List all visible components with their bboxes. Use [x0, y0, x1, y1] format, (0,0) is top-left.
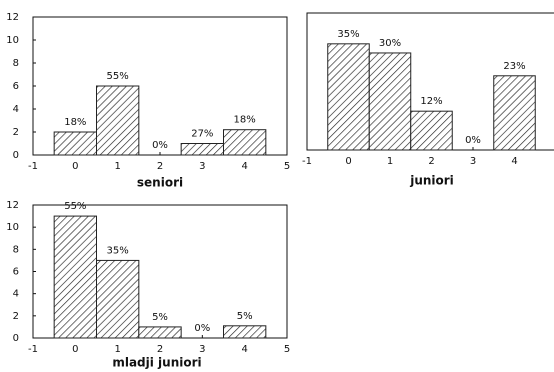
x-tick-label: -1	[302, 156, 312, 167]
x-tick-label: 2	[428, 156, 434, 167]
y-tick-label: 0	[13, 150, 19, 161]
x-tick-label: 5	[284, 161, 290, 172]
y-tick-label: 2	[13, 311, 19, 322]
bar	[223, 325, 267, 339]
y-tick-label: 10	[6, 222, 19, 233]
bar	[180, 143, 225, 156]
bar	[96, 259, 140, 339]
bar-label: 18%	[234, 115, 256, 126]
bar-label: 12%	[420, 96, 442, 107]
bar-label: 35%	[107, 245, 129, 256]
bar-label: 0%	[465, 135, 481, 146]
x-tick-label: -1	[28, 344, 38, 355]
bar-label: 27%	[191, 129, 213, 140]
y-tick-label: 12	[6, 200, 19, 211]
x-tick-label: 0	[72, 161, 78, 172]
bar-label: 30%	[379, 38, 401, 49]
y-tick-label: 0	[13, 333, 19, 344]
x-tick-label: 4	[241, 161, 247, 172]
y-tick-label: 8	[13, 58, 19, 69]
y-tick-label: 12	[6, 12, 19, 23]
x-tick-label: 4	[511, 156, 517, 167]
bar	[96, 85, 140, 156]
y-tick-label: 2	[13, 127, 19, 138]
bar-label: 55%	[107, 71, 129, 82]
bar	[53, 131, 97, 156]
bar-label: 18%	[64, 117, 86, 128]
bar	[410, 110, 453, 151]
bar-label: 55%	[64, 201, 86, 212]
bar-label: 35%	[337, 29, 359, 40]
bar-label: 5%	[237, 311, 253, 322]
bar	[53, 215, 97, 339]
bar-label: 0%	[194, 323, 210, 334]
x-tick-label: 0	[72, 344, 78, 355]
bar	[223, 129, 267, 156]
bar	[493, 75, 536, 151]
y-tick-label: 10	[6, 35, 19, 46]
x-axis-label: seniori	[137, 176, 183, 190]
y-tick-label: 4	[13, 289, 19, 300]
bar	[138, 326, 182, 339]
y-tick-label: 6	[13, 267, 19, 278]
x-tick-label: 5	[284, 344, 290, 355]
y-tick-label: 4	[13, 104, 19, 115]
x-tick-label: 2	[157, 161, 163, 172]
x-tick-label: 1	[114, 161, 120, 172]
bar-label: 23%	[503, 61, 525, 72]
y-tick-label: 8	[13, 244, 19, 255]
x-tick-label: 3	[199, 161, 205, 172]
x-tick-label: 3	[199, 344, 205, 355]
bar	[327, 43, 370, 151]
x-axis-label: mladji juniori	[112, 356, 201, 370]
x-tick-label: 4	[241, 344, 247, 355]
x-tick-label: 1	[387, 156, 393, 167]
bar-label: 5%	[152, 312, 168, 323]
bar	[368, 52, 412, 151]
bar-label: 0%	[152, 140, 168, 151]
y-tick-label: 6	[13, 81, 19, 92]
x-axis-label: juniori	[409, 174, 454, 188]
x-tick-label: 0	[345, 156, 351, 167]
x-tick-label: 1	[114, 344, 120, 355]
x-tick-label: 2	[157, 344, 163, 355]
x-tick-label: 3	[470, 156, 476, 167]
x-tick-label: -1	[28, 161, 38, 172]
